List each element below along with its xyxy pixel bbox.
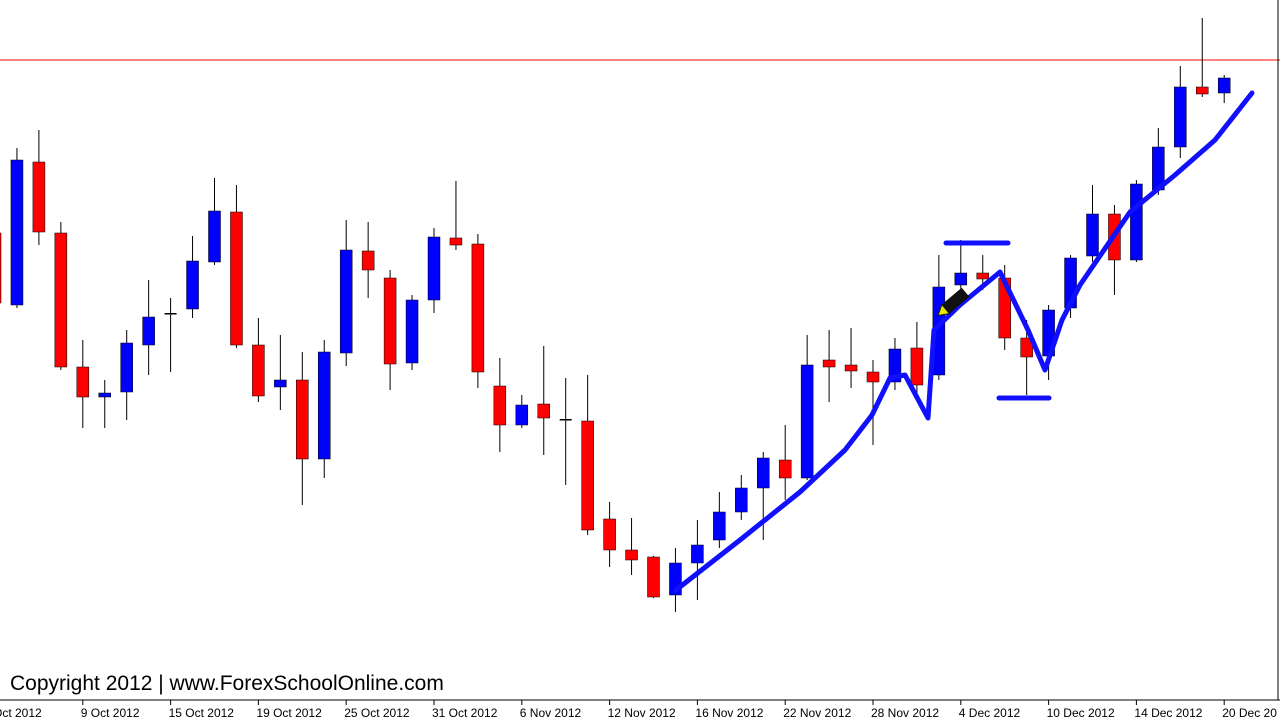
candle-body — [800, 364, 814, 479]
candle-body — [361, 250, 375, 271]
x-tick-label: 22 Nov 2012 — [783, 706, 851, 720]
x-tick-label: 4 Dec 2012 — [959, 706, 1021, 720]
candle-body — [0, 232, 2, 304]
x-tick-label: 10 Dec 2012 — [1047, 706, 1115, 720]
candle-body — [493, 385, 507, 426]
candle-body — [32, 161, 46, 233]
x-tick-label: 15 Oct 2012 — [169, 706, 235, 720]
candle-body — [1196, 86, 1209, 95]
candle-body — [822, 359, 836, 368]
candle-body — [625, 549, 638, 561]
candle-body — [186, 260, 199, 310]
trend-line — [673, 90, 1255, 593]
candle-body — [252, 344, 265, 397]
x-tick-label: 9 Oct 2012 — [81, 706, 140, 720]
x-tick-label: 28 Nov 2012 — [871, 706, 939, 720]
candle-body — [713, 511, 726, 541]
candle-body — [757, 457, 770, 489]
candle-body — [98, 392, 111, 398]
candle-body — [1020, 337, 1033, 358]
candle-body — [296, 379, 309, 460]
drawing — [673, 90, 1255, 593]
candle-body — [274, 379, 287, 388]
x-tick-label: 20 Dec 20 — [1222, 706, 1277, 720]
candle-body — [120, 342, 133, 393]
pen-body — [941, 287, 970, 314]
pen-cursor — [937, 287, 970, 317]
x-tick-label: 31 Oct 2012 — [432, 706, 498, 720]
candle-body — [1174, 86, 1187, 148]
candle-body — [318, 351, 331, 460]
candle-body — [54, 232, 68, 368]
x-tick-label: 12 Nov 2012 — [608, 706, 676, 720]
candle-body — [603, 518, 616, 551]
candle-body — [844, 364, 858, 372]
x-tick-label: 19 Oct 2012 — [256, 706, 322, 720]
candle-body — [142, 316, 155, 346]
candle-body — [910, 347, 924, 386]
x-tick-label: 25 Oct 2012 — [344, 706, 410, 720]
candle-body — [559, 419, 572, 421]
candle-body — [76, 366, 90, 398]
copyright: Copyright 2012 | www.ForexSchoolOnline.c… — [10, 672, 444, 695]
candle-body — [735, 487, 748, 513]
candle-body — [427, 236, 441, 301]
candle-body — [1217, 77, 1231, 94]
candle-body — [515, 404, 529, 426]
candle-body — [405, 299, 419, 364]
x-tick-label: 6 Nov 2012 — [520, 706, 582, 720]
pen-tip — [937, 303, 951, 317]
x-tick-label: 16 Nov 2012 — [695, 706, 763, 720]
x-tick-label: Oct 2012 — [0, 706, 42, 720]
candle-body — [537, 403, 550, 419]
candle-body — [208, 210, 221, 263]
candle-body — [1086, 213, 1099, 257]
candle-body — [976, 272, 989, 280]
candle-body — [647, 556, 660, 598]
candle-body — [954, 272, 968, 286]
candles — [0, 18, 1280, 612]
candle-body — [164, 313, 177, 315]
candle-body — [888, 348, 902, 383]
candle-body — [10, 159, 24, 306]
candle-body — [339, 249, 353, 354]
candle-body — [778, 459, 792, 479]
candle-body — [383, 277, 397, 365]
candle-body — [449, 237, 463, 246]
x-tick-label: 14 Dec 2012 — [1134, 706, 1202, 720]
candle-body — [230, 211, 243, 346]
candle-body — [691, 544, 704, 564]
candle-body — [866, 371, 880, 383]
candle-body — [471, 243, 485, 373]
candle-body — [581, 420, 594, 531]
candle-body — [1130, 183, 1143, 261]
